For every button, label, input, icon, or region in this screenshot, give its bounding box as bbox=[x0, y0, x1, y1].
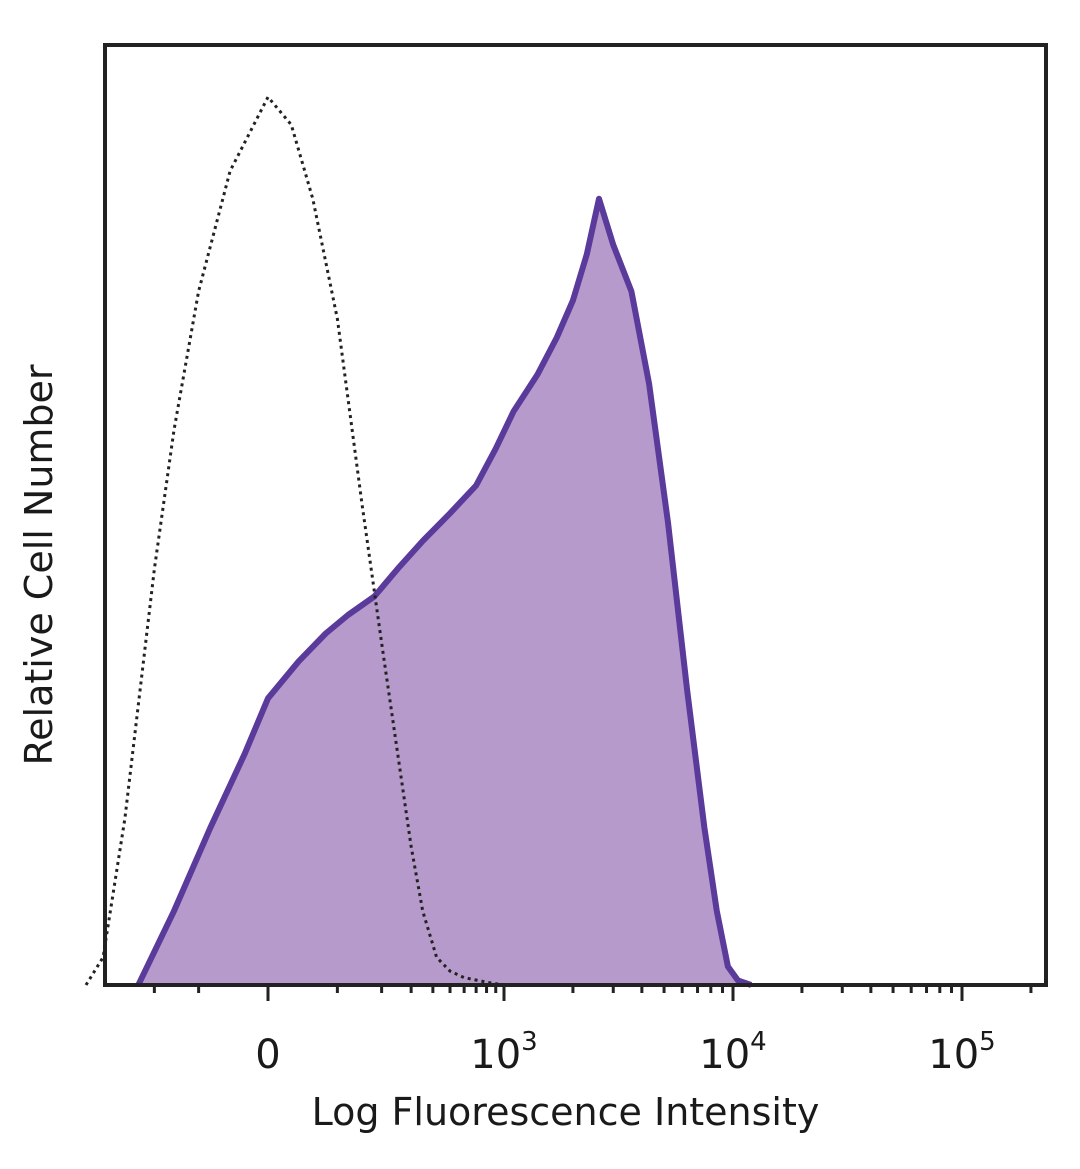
stained-histogram-line bbox=[135, 195, 753, 988]
control-histogram-line bbox=[84, 94, 505, 987]
x-tick-label: 105 bbox=[928, 1027, 995, 1078]
x-tick-label: 103 bbox=[470, 1027, 537, 1078]
x-axis-ticks bbox=[152, 985, 1033, 1001]
plot-area bbox=[84, 94, 753, 988]
y-axis-title: Relative Cell Number bbox=[17, 364, 61, 765]
stained-histogram-area bbox=[138, 198, 752, 986]
x-axis-tick-labels: 0 103 104 105 bbox=[255, 1027, 995, 1078]
x-axis-title: Log Fluorescence Intensity bbox=[312, 1090, 820, 1134]
plot-frame bbox=[103, 43, 1048, 987]
x-tick-label: 104 bbox=[699, 1027, 766, 1078]
x-tick-label: 0 bbox=[255, 1032, 280, 1078]
